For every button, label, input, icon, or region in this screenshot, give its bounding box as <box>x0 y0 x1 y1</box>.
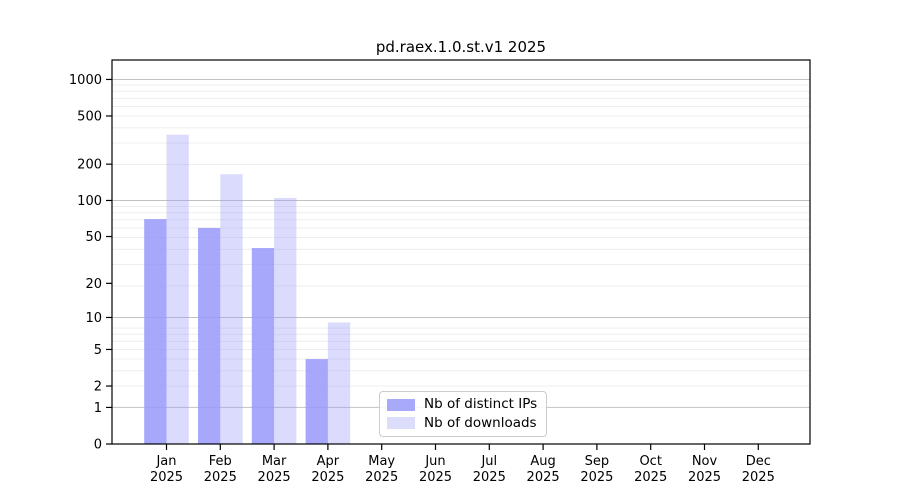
legend-label-downloads: Nb of downloads <box>424 414 537 431</box>
plot-border <box>111 59 811 445</box>
x-tick-label-year: 2025 <box>688 470 721 485</box>
bar-nb-of-distinct-ips-jan-2025 <box>144 219 167 444</box>
x-tick-label-month: Jul <box>480 454 497 469</box>
y-tick-label: 2 <box>94 380 102 395</box>
y-tick-label: 500 <box>77 109 102 124</box>
x-tick-label-month: Apr <box>317 454 340 469</box>
bar-nb-of-downloads-feb-2025 <box>220 174 243 444</box>
x-tick-label-year: 2025 <box>580 470 613 485</box>
x-tick-label-year: 2025 <box>742 470 775 485</box>
x-tick-label-month: Sep <box>585 454 610 469</box>
chart-title: pd.raex.1.0.st.v1 2025 <box>375 38 547 56</box>
legend-item-downloads: Nb of downloads <box>387 414 537 431</box>
x-tick-label-month: Feb <box>209 454 232 469</box>
y-tick-label: 50 <box>85 230 102 245</box>
x-tick-label-month: May <box>368 454 395 469</box>
x-tick-label-year: 2025 <box>634 470 667 485</box>
x-tick-label-year: 2025 <box>419 470 452 485</box>
y-tick-label: 0 <box>94 438 102 453</box>
legend-swatch-distinct-ips <box>387 398 415 411</box>
x-tick-label-month: Dec <box>746 454 771 469</box>
x-tick-label-year: 2025 <box>473 470 506 485</box>
x-tick-label-month: Jan <box>155 454 176 469</box>
legend-label-distinct-ips: Nb of distinct IPs <box>424 396 538 412</box>
bar-nb-of-distinct-ips-apr-2025 <box>305 359 328 444</box>
y-tick-label: 200 <box>77 158 102 173</box>
x-tick-label-year: 2025 <box>527 470 560 485</box>
legend-swatch-downloads <box>387 417 415 430</box>
x-tick-label-year: 2025 <box>258 470 291 485</box>
y-tick-label: 20 <box>85 277 102 292</box>
bar-nb-of-downloads-apr-2025 <box>327 322 351 444</box>
x-tick-label-month: Aug <box>530 454 555 469</box>
x-tick-label-month: Mar <box>262 454 287 469</box>
y-tick-label: 10 <box>85 311 102 326</box>
bar-nb-of-distinct-ips-feb-2025 <box>198 227 221 444</box>
bar-nb-of-distinct-ips-mar-2025 <box>251 248 275 444</box>
legend: Nb of distinct IPs Nb of downloads <box>379 391 548 437</box>
y-tick-label: 100 <box>77 194 102 209</box>
x-tick-label-year: 2025 <box>311 470 344 485</box>
x-tick-label-year: 2025 <box>204 470 237 485</box>
y-tick-label: 5 <box>94 343 102 358</box>
x-tick-label-month: Nov <box>692 454 718 469</box>
x-tick-label-month: Jun <box>424 454 445 469</box>
y-tick-label: 1 <box>94 401 102 416</box>
y-tick-label: 1000 <box>69 73 102 88</box>
x-tick-label-year: 2025 <box>365 470 398 485</box>
x-tick-label-month: Oct <box>639 454 661 469</box>
bar-nb-of-downloads-mar-2025 <box>274 197 297 444</box>
bar-nb-of-downloads-jan-2025 <box>166 134 189 444</box>
legend-item-distinct-ips: Nb of distinct IPs <box>387 396 538 412</box>
x-tick-label-year: 2025 <box>150 470 183 485</box>
